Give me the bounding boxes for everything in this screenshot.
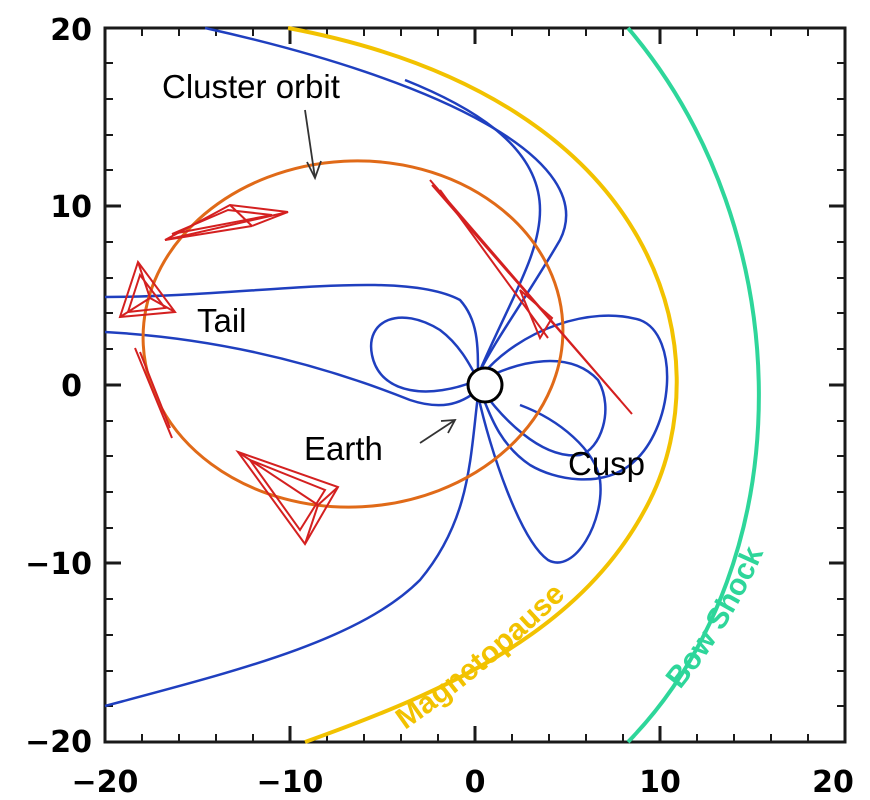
magnetopause-label: Magnetopause bbox=[390, 577, 571, 736]
bow-shock-label-path: Bow Shock bbox=[660, 541, 771, 694]
y-tick-label: −20 bbox=[25, 725, 92, 760]
tetrahedron-upper-left bbox=[164, 203, 289, 241]
field-line-cusp-lower bbox=[476, 394, 602, 564]
pointer-arrows bbox=[304, 109, 457, 444]
cusp-label: Cusp bbox=[568, 445, 645, 482]
field-line-outer-lower bbox=[104, 394, 480, 708]
field-line-tail-lower bbox=[104, 330, 479, 407]
bow-shock-curve bbox=[626, 26, 761, 744]
x-tick-label: −20 bbox=[72, 765, 139, 800]
field-line-outer-upper bbox=[204, 26, 568, 376]
orbit-arrow-icon bbox=[304, 109, 322, 181]
tetrahedron-lower-left bbox=[235, 449, 340, 546]
earth-arrow-icon bbox=[419, 418, 457, 444]
y-tick-label: 10 bbox=[50, 190, 92, 225]
x-tick-label: −10 bbox=[257, 765, 324, 800]
x-tick-label: 20 bbox=[812, 765, 854, 800]
x-tick-label: 0 bbox=[465, 765, 486, 800]
field-line-loop-right bbox=[480, 359, 607, 457]
spacecraft-tetrahedra bbox=[118, 179, 633, 546]
cluster-orbit-label: Cluster orbit bbox=[162, 68, 340, 105]
field-lines bbox=[104, 26, 669, 708]
tetrahedron-left-lower bbox=[134, 347, 173, 439]
y-tick-label: 0 bbox=[61, 369, 82, 404]
cluster-orbit bbox=[141, 159, 565, 509]
minor-ticks bbox=[105, 28, 845, 742]
magnetopause-curve bbox=[287, 26, 679, 744]
earth-circle bbox=[466, 366, 504, 404]
tetrahedron-right bbox=[429, 179, 633, 415]
magnetopause-label-path: Magnetopause bbox=[390, 577, 571, 736]
field-line-cusp-upper bbox=[480, 314, 669, 481]
x-tick-label: 10 bbox=[639, 765, 681, 800]
bow-shock-label: Bow Shock bbox=[660, 541, 771, 694]
field-line-loop-left bbox=[369, 316, 480, 393]
field-line-tail-upper bbox=[104, 283, 480, 376]
y-tick-label: 20 bbox=[50, 13, 92, 48]
major-ticks bbox=[105, 28, 845, 742]
y-tick-label: −10 bbox=[25, 547, 92, 582]
field-line-inner-upper bbox=[404, 78, 542, 376]
earth-label: Earth bbox=[304, 430, 383, 467]
tail-label: Tail bbox=[197, 302, 247, 339]
tetrahedron-left bbox=[118, 259, 177, 319]
